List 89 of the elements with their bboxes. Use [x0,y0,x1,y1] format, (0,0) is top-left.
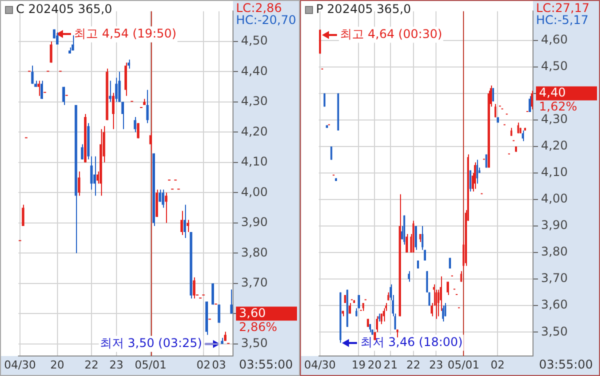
x-tick-label: 22 [406,358,420,372]
y-tick-label: 3,80 [541,244,568,259]
y-tick-label: 4,00 [541,192,568,206]
y-tick-label: 4,60 [541,32,568,46]
annotation: 최고 4,64 (00:30) [340,26,442,41]
text: 2,86% [239,320,278,334]
y-tick-label: 3,90 [241,215,268,230]
candlestick [530,90,533,110]
candlestick [134,116,136,133]
candlestick [192,276,196,300]
x-tick-label: 02 [196,358,210,372]
y-tick-label: 3,50 [541,324,568,338]
candlestick [348,302,351,314]
y-tick-label: 4,50 [541,59,568,74]
x-tick-label: 23 [429,358,444,372]
candlestick [146,89,149,124]
candlestick [72,34,74,52]
candlestick [80,144,84,160]
candlestick [414,226,417,250]
candlestick [149,132,152,151]
x-tick-label: 02 [490,358,505,372]
candlestick [426,270,428,293]
x-tick-label: 20 [50,358,64,372]
annotation: 최저 3,46 (18:00) [360,334,463,349]
text: LC:27,17 [536,1,590,16]
x-tick-label: 20 [368,358,382,372]
candlestick [31,65,34,84]
candlestick [128,59,130,70]
candlestick [446,281,449,296]
y-tick-label: 4,20 [241,124,268,138]
y-tick-label: 4,10 [241,154,268,169]
annotation: 최고 4,54 (19:50) [74,26,176,40]
candlestick [56,32,59,45]
text: 03:55:00 [239,358,293,372]
candlestick [186,219,190,232]
y-tick-label: 3,90 [541,218,568,232]
text: HC:-20,70 [236,13,296,28]
x-tick-label: 19 [352,358,366,372]
y-tick-label: 3,60 [541,298,568,312]
candlestick [78,171,80,196]
candlestick [230,288,233,314]
text: LC:2,86 [236,1,282,16]
chart-title: P 202405 365,0 [316,2,412,16]
candlestick [118,71,121,102]
text: 03:55:00 [539,358,593,372]
x-tick-label: 04/30 [4,358,36,372]
y-tick-label: 4,50 [241,34,268,48]
y-tick-label: 4,30 [241,94,268,108]
y-tick-label: 3,50 [241,336,268,350]
candlestick [121,101,124,130]
y-tick-label: 3,70 [541,271,568,286]
candlestick [115,77,118,102]
candlestick [50,40,52,64]
candlestick [112,92,115,130]
chart-title: C 202405 365,0 [16,2,112,16]
annotation: 최저 3,50 (03:25) [100,336,202,350]
candlestick [422,226,424,250]
candlestick [40,80,43,100]
y-tick-label: 4,40 [241,64,268,78]
candlestick [22,204,24,226]
candlestick [158,189,162,202]
y-tick-label: 4,20 [541,138,568,153]
candlestick [164,192,168,224]
y-tick-label: 3,80 [241,245,268,260]
candlestick [492,88,494,102]
text: HC:-5,17 [536,13,588,28]
candlestick [224,331,226,342]
candlestick [184,204,186,239]
text: 1,62% [539,100,578,114]
candlestick [62,86,65,106]
candlestick [162,189,164,208]
candlestick [180,210,183,236]
y-tick-label: 4,30 [541,112,568,126]
x-tick-label: 21 [384,358,398,372]
y-tick-label: 4,00 [241,184,268,199]
x-tick-label: 22 [84,358,98,372]
candlestick [136,122,140,139]
y-tick-label: 4,10 [541,165,568,180]
x-tick-label: 05/01 [134,358,166,372]
candlestick [406,233,408,254]
x-tick-label: 03 [212,358,226,372]
x-tick-label: 23 [109,358,124,372]
candlestick [528,96,531,112]
x-tick-label: 04/30 [304,358,336,372]
y-tick-label: 3,70 [241,276,268,290]
candlestick [93,156,96,196]
candlestick [494,104,496,118]
candlestick [108,80,112,102]
x-tick-label: 05/01 [448,358,480,372]
